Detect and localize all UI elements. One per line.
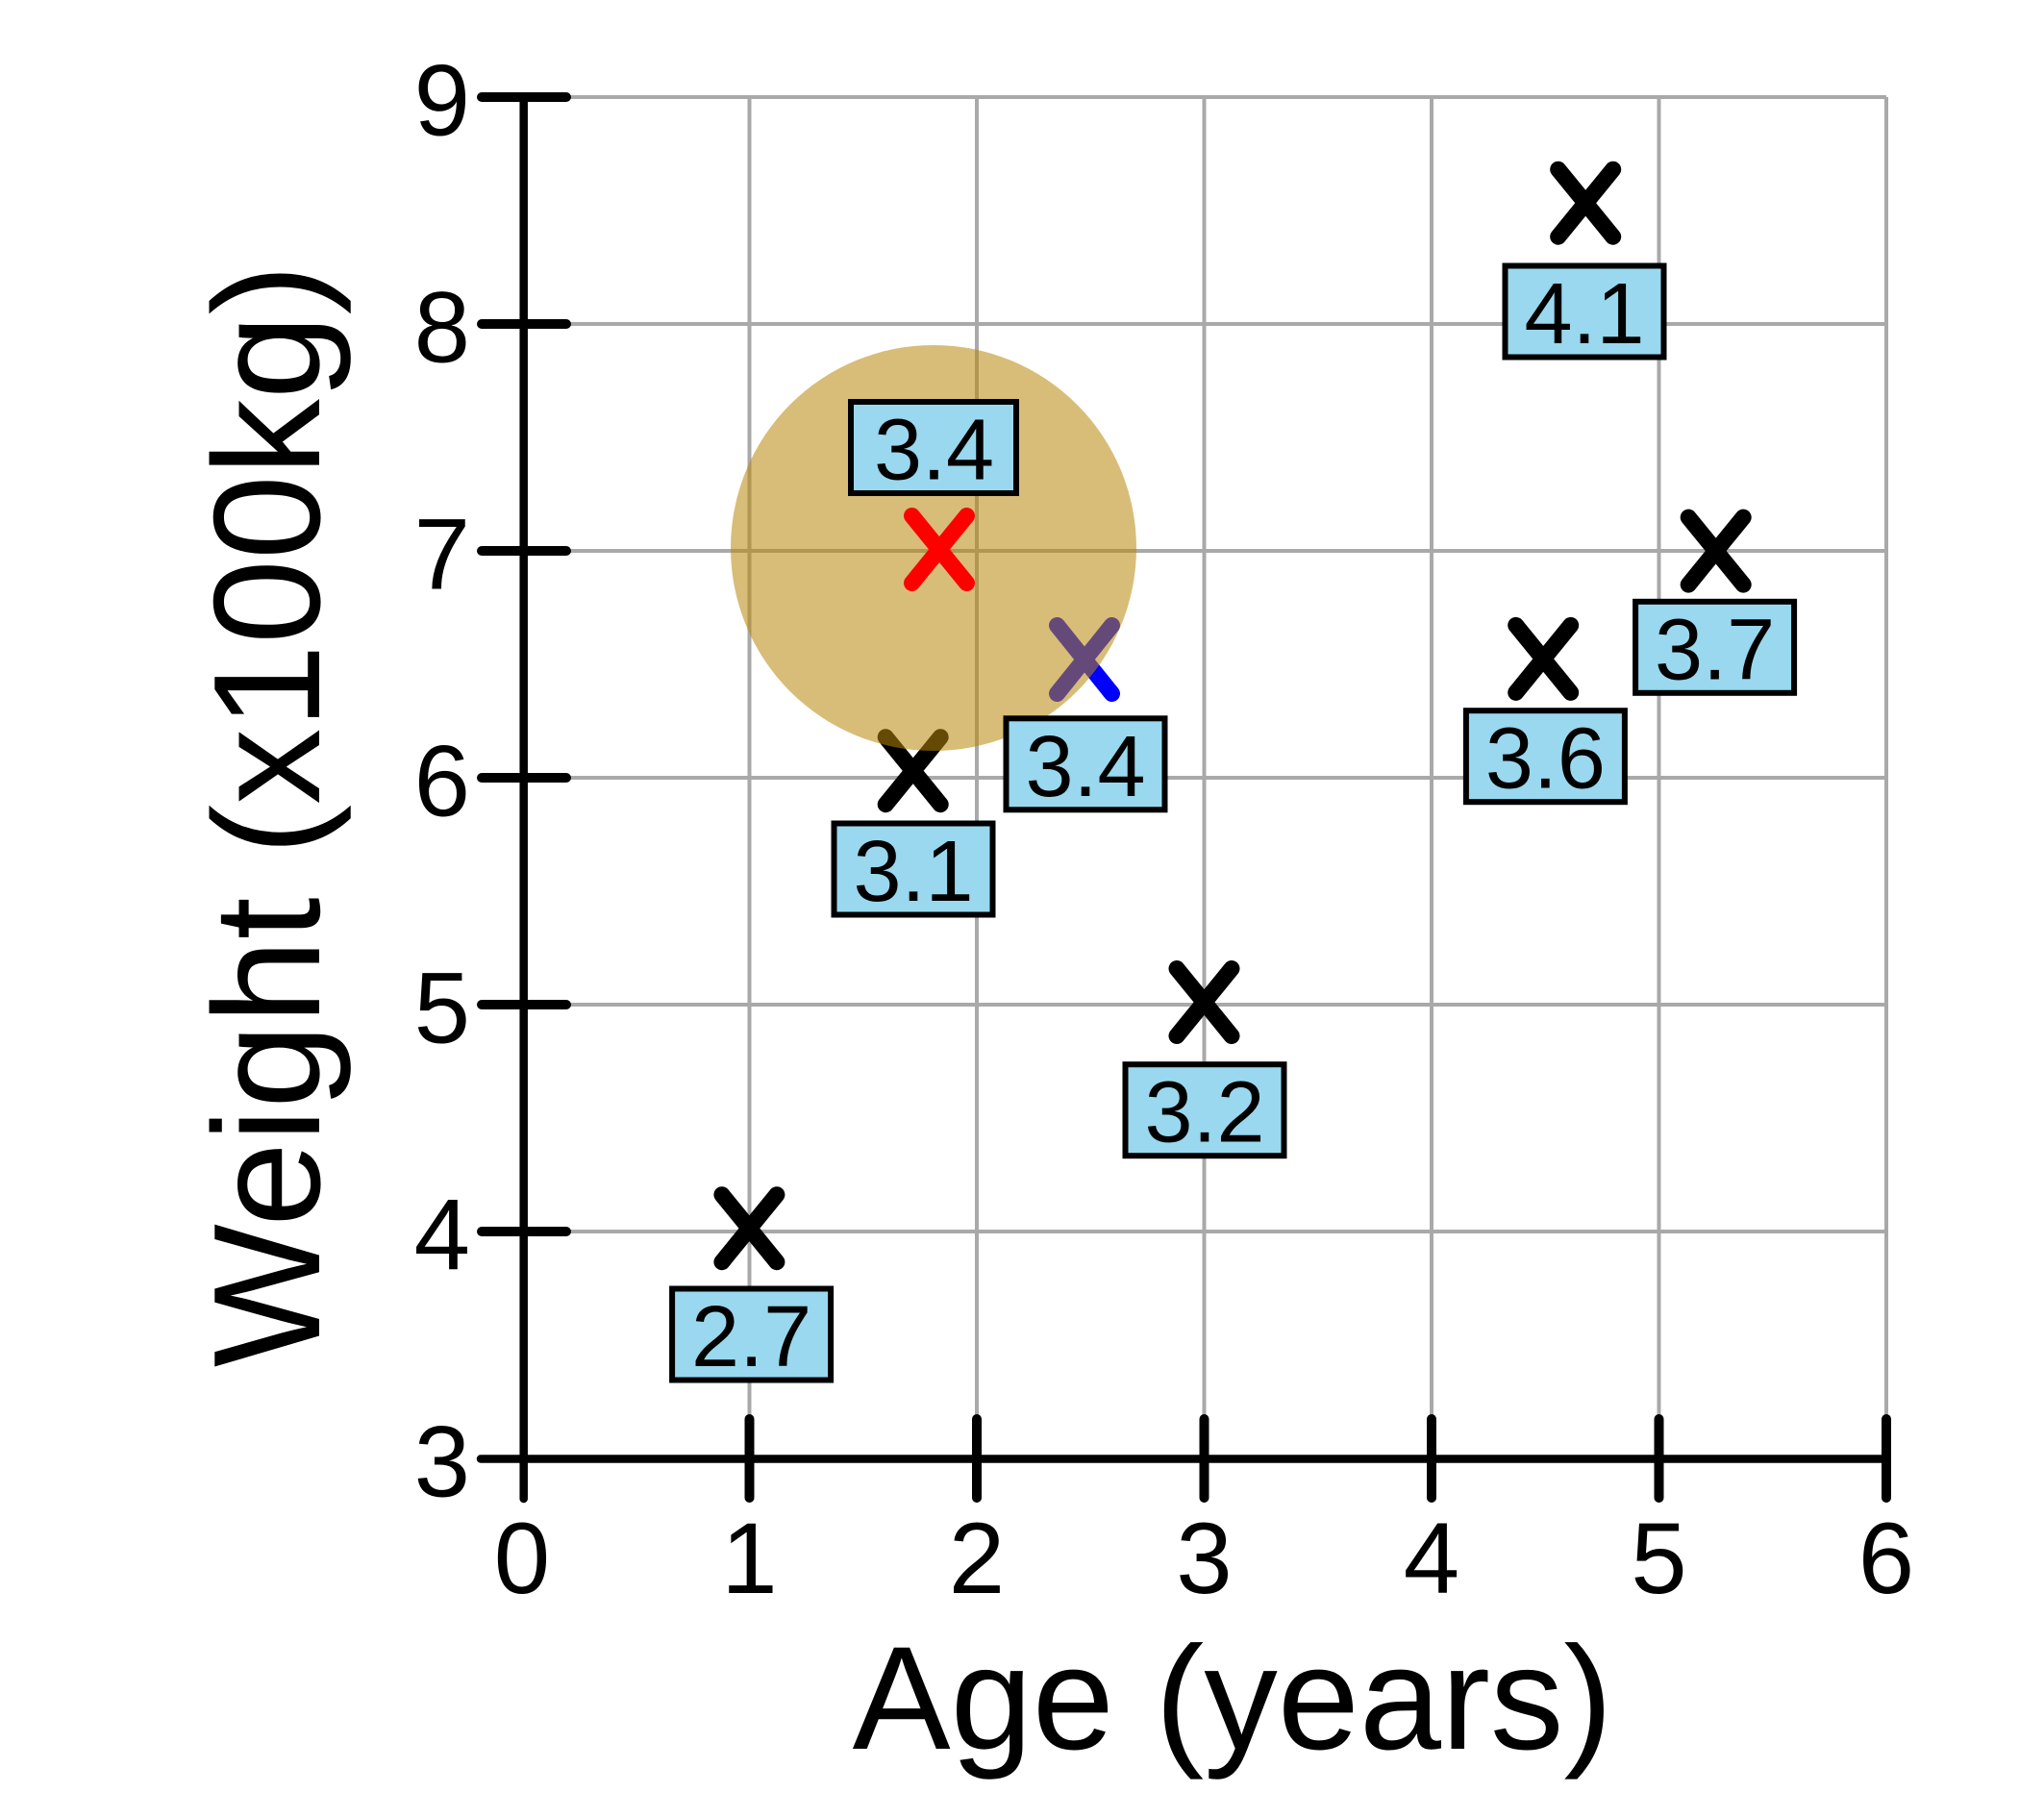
svg-text:3.4: 3.4: [1025, 719, 1145, 815]
svg-text:3: 3: [414, 1406, 470, 1519]
svg-text:5: 5: [414, 953, 470, 1065]
svg-text:6: 6: [414, 726, 470, 838]
svg-text:3.2: 3.2: [1144, 1065, 1264, 1161]
svg-text:0: 0: [494, 1503, 550, 1615]
svg-text:4.1: 4.1: [1524, 266, 1644, 362]
svg-text:3.1: 3.1: [853, 824, 973, 920]
svg-text:1: 1: [721, 1503, 777, 1615]
svg-text:2.7: 2.7: [691, 1289, 811, 1385]
svg-text:3.6: 3.6: [1485, 711, 1606, 808]
svg-text:2: 2: [949, 1503, 1005, 1615]
svg-text:8: 8: [414, 272, 470, 385]
svg-text:5: 5: [1631, 1503, 1686, 1615]
svg-text:9: 9: [414, 45, 470, 158]
svg-text:3: 3: [1176, 1503, 1232, 1615]
svg-text:4: 4: [1404, 1503, 1459, 1615]
svg-text:3.7: 3.7: [1655, 602, 1775, 698]
svg-text:Age (years): Age (years): [853, 1616, 1613, 1780]
svg-text:6: 6: [1858, 1503, 1914, 1615]
svg-text:Weight (x100kg): Weight (x100kg): [183, 264, 352, 1368]
svg-text:3.4: 3.4: [874, 403, 994, 499]
svg-text:7: 7: [414, 499, 470, 611]
svg-text:4: 4: [414, 1180, 470, 1292]
